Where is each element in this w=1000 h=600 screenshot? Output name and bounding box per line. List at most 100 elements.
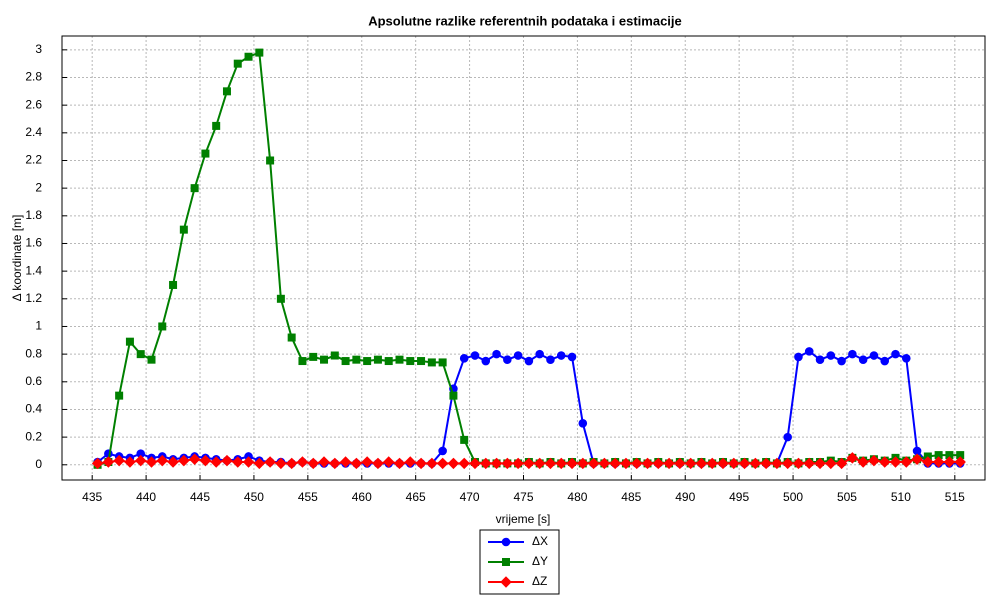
marker	[124, 456, 136, 468]
marker	[556, 351, 566, 360]
marker	[546, 355, 555, 364]
marker	[792, 457, 805, 470]
legend-label: ΔX	[532, 534, 548, 548]
marker	[783, 432, 792, 442]
marker	[361, 456, 373, 468]
legend-label: ΔZ	[532, 574, 547, 588]
marker	[815, 355, 825, 364]
y-axis-label: Δ koordinate [m]	[10, 215, 24, 302]
marker	[577, 457, 589, 470]
y-tick-label: 2.4	[25, 125, 42, 139]
marker	[212, 121, 221, 130]
y-tick-label: 1.4	[25, 263, 42, 277]
marker	[857, 456, 869, 468]
marker	[481, 356, 491, 366]
y-tick-label: 1.2	[25, 291, 42, 305]
plot-frame	[61, 35, 986, 481]
x-tick-label: 435	[82, 490, 102, 504]
marker	[178, 454, 190, 467]
marker	[384, 357, 393, 366]
marker	[728, 457, 740, 470]
marker	[880, 356, 890, 366]
marker	[943, 456, 956, 468]
marker	[102, 456, 115, 468]
marker	[339, 456, 352, 468]
x-tick-label: 465	[406, 490, 426, 504]
marker	[438, 358, 447, 367]
marker	[501, 537, 511, 547]
x-tick-label: 475	[513, 490, 533, 504]
x-tick-label: 510	[891, 490, 911, 504]
marker	[598, 457, 611, 470]
marker	[179, 225, 188, 234]
marker	[652, 457, 664, 470]
marker	[395, 355, 404, 364]
marker	[91, 457, 104, 470]
marker	[535, 349, 544, 359]
y-tick-label: 1	[35, 319, 42, 333]
marker	[502, 558, 510, 566]
marker	[587, 457, 600, 470]
marker	[436, 457, 449, 470]
marker	[307, 457, 319, 470]
marker	[567, 352, 577, 362]
marker	[804, 347, 814, 356]
marker	[523, 457, 535, 470]
marker	[136, 350, 145, 359]
marker	[298, 357, 307, 366]
marker	[470, 351, 480, 360]
y-tick-label: 0.6	[25, 374, 42, 388]
x-tick-label: 450	[244, 490, 264, 504]
marker	[674, 457, 686, 470]
marker	[555, 457, 567, 470]
marker	[393, 457, 406, 470]
marker	[889, 456, 902, 468]
marker	[221, 454, 233, 467]
x-tick-label: 460	[352, 490, 372, 504]
marker	[341, 357, 350, 366]
x-tick-label: 505	[837, 490, 857, 504]
marker	[858, 355, 868, 364]
marker	[264, 456, 276, 468]
marker	[232, 456, 244, 468]
marker	[835, 457, 848, 470]
marker	[901, 353, 911, 363]
marker	[253, 457, 266, 470]
y-tick-label: 1.6	[25, 236, 42, 250]
marker	[352, 355, 361, 364]
marker	[771, 457, 783, 470]
y-tick-label: 0.8	[25, 346, 42, 360]
marker	[156, 454, 168, 467]
marker	[275, 457, 287, 470]
marker	[503, 355, 512, 364]
marker	[524, 356, 534, 366]
marker	[641, 457, 654, 470]
marker	[373, 355, 382, 364]
marker	[825, 457, 837, 470]
marker	[760, 457, 772, 470]
marker	[266, 156, 275, 165]
marker	[879, 456, 891, 468]
marker	[447, 457, 460, 470]
y-tick-label: 0.2	[25, 429, 42, 443]
marker	[417, 357, 426, 366]
marker	[460, 435, 469, 444]
marker	[900, 456, 912, 468]
marker	[911, 453, 923, 465]
marker	[320, 355, 329, 364]
marker	[350, 457, 363, 470]
marker	[501, 457, 514, 470]
marker	[826, 351, 836, 360]
y-tick-label: 2.6	[25, 97, 42, 111]
marker	[309, 352, 318, 361]
marker	[158, 322, 167, 331]
x-tick-label: 485	[621, 490, 641, 504]
y-tick-label: 0	[35, 457, 42, 471]
marker	[427, 358, 436, 367]
marker	[469, 457, 481, 470]
marker	[244, 52, 253, 61]
marker	[296, 456, 309, 468]
marker	[372, 457, 384, 470]
